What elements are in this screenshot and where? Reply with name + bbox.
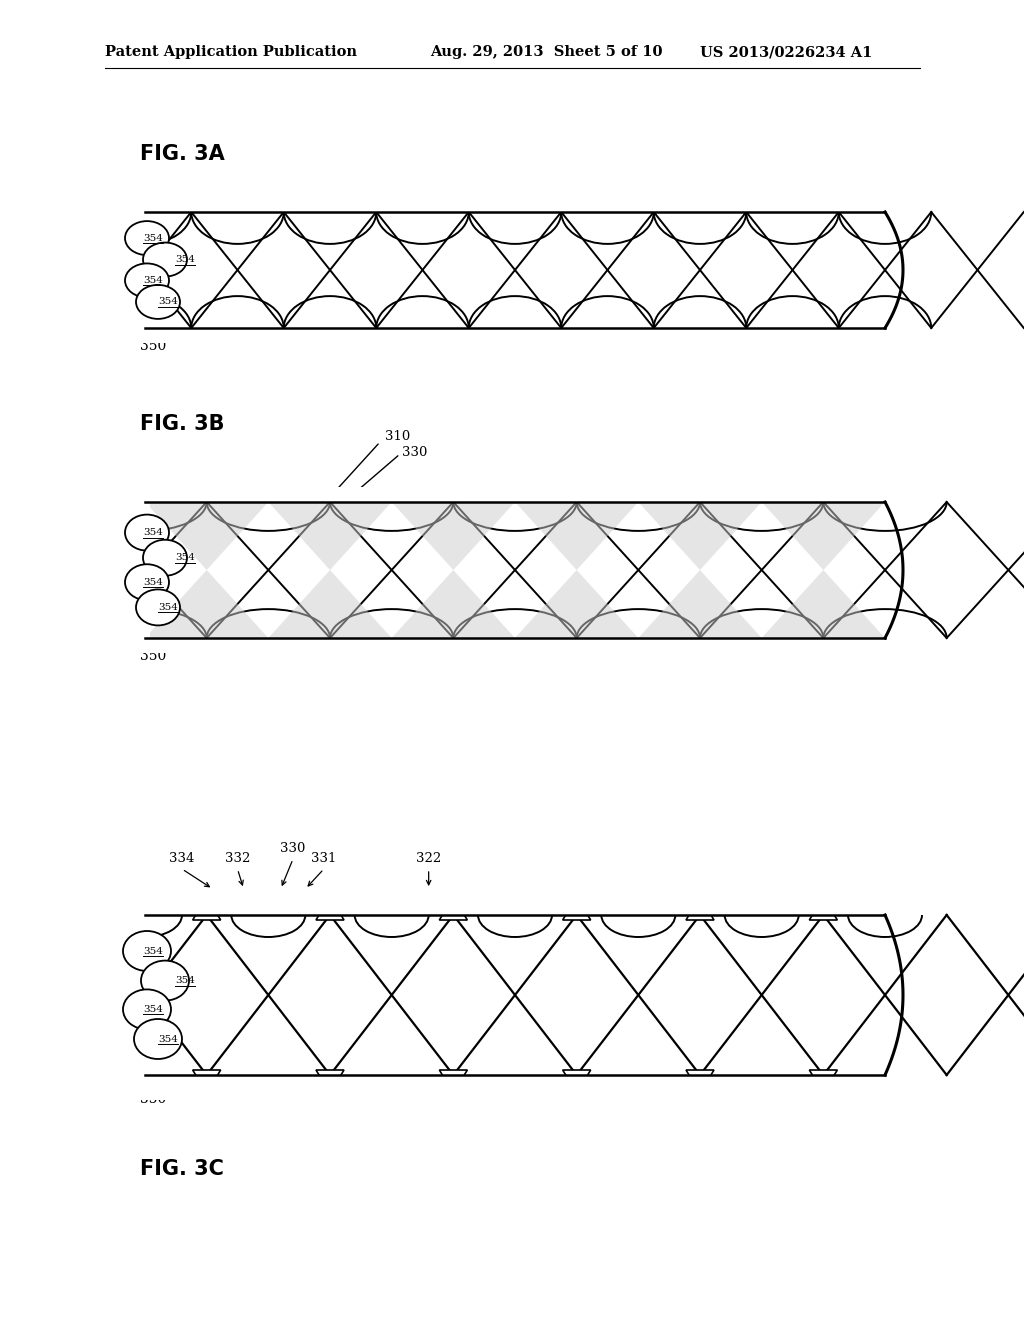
- Polygon shape: [140, 1074, 910, 1100]
- Text: FIG. 3A: FIG. 3A: [140, 144, 224, 164]
- Polygon shape: [65, 197, 150, 343]
- Text: 310: 310: [385, 430, 411, 444]
- Text: 354: 354: [143, 1005, 163, 1014]
- Polygon shape: [140, 638, 910, 653]
- Text: 354: 354: [143, 276, 163, 285]
- Ellipse shape: [125, 564, 169, 601]
- Text: 330: 330: [281, 842, 306, 855]
- Polygon shape: [439, 898, 467, 920]
- Text: 354: 354: [175, 553, 195, 562]
- Ellipse shape: [136, 285, 180, 319]
- Polygon shape: [686, 898, 714, 920]
- Polygon shape: [193, 898, 220, 920]
- Polygon shape: [193, 1071, 220, 1093]
- Polygon shape: [762, 570, 885, 638]
- Ellipse shape: [125, 515, 169, 550]
- Polygon shape: [145, 570, 268, 638]
- Text: Patent Application Publication: Patent Application Publication: [105, 45, 357, 59]
- Polygon shape: [140, 197, 910, 213]
- Polygon shape: [65, 890, 150, 1100]
- Text: FIG. 3B: FIG. 3B: [140, 414, 224, 434]
- Ellipse shape: [143, 540, 187, 576]
- Polygon shape: [391, 502, 515, 570]
- Ellipse shape: [123, 990, 171, 1030]
- Polygon shape: [562, 1071, 591, 1093]
- Polygon shape: [268, 502, 391, 570]
- Text: US 2013/0226234 A1: US 2013/0226234 A1: [700, 45, 872, 59]
- Text: 330: 330: [402, 446, 427, 458]
- Text: 354: 354: [175, 255, 195, 264]
- Text: 354: 354: [158, 603, 178, 612]
- Ellipse shape: [141, 961, 189, 1001]
- Ellipse shape: [143, 243, 187, 277]
- Text: 334: 334: [169, 853, 195, 866]
- Ellipse shape: [136, 590, 180, 626]
- Text: 354: 354: [143, 234, 163, 243]
- Text: 354: 354: [175, 975, 195, 985]
- Text: FIG. 3C: FIG. 3C: [140, 1159, 224, 1179]
- Polygon shape: [809, 898, 838, 920]
- Text: 322: 322: [416, 853, 441, 866]
- Text: 354: 354: [158, 297, 178, 306]
- Polygon shape: [762, 502, 885, 570]
- Polygon shape: [140, 890, 910, 915]
- Text: 332: 332: [225, 853, 250, 866]
- Polygon shape: [515, 570, 638, 638]
- Polygon shape: [316, 1071, 344, 1093]
- Polygon shape: [809, 1071, 838, 1093]
- Text: 331: 331: [311, 853, 337, 866]
- Polygon shape: [638, 502, 762, 570]
- Text: Aug. 29, 2013  Sheet 5 of 10: Aug. 29, 2013 Sheet 5 of 10: [430, 45, 663, 59]
- Polygon shape: [439, 1071, 467, 1093]
- Text: 350: 350: [140, 1092, 166, 1106]
- Polygon shape: [140, 487, 910, 502]
- Polygon shape: [638, 570, 762, 638]
- Ellipse shape: [125, 264, 169, 297]
- Text: 354: 354: [143, 946, 163, 956]
- Polygon shape: [268, 570, 391, 638]
- Polygon shape: [515, 502, 638, 570]
- Text: 354: 354: [158, 1035, 178, 1044]
- Polygon shape: [391, 570, 515, 638]
- Ellipse shape: [125, 220, 169, 255]
- Polygon shape: [316, 898, 344, 920]
- Text: 350: 350: [140, 339, 166, 352]
- Text: 350: 350: [140, 649, 166, 663]
- Polygon shape: [562, 898, 591, 920]
- Ellipse shape: [123, 931, 171, 972]
- Ellipse shape: [134, 1019, 182, 1059]
- Text: 354: 354: [143, 578, 163, 586]
- Text: 354: 354: [143, 528, 163, 537]
- Polygon shape: [145, 502, 268, 570]
- Polygon shape: [686, 1071, 714, 1093]
- Polygon shape: [65, 487, 150, 653]
- Polygon shape: [140, 327, 910, 343]
